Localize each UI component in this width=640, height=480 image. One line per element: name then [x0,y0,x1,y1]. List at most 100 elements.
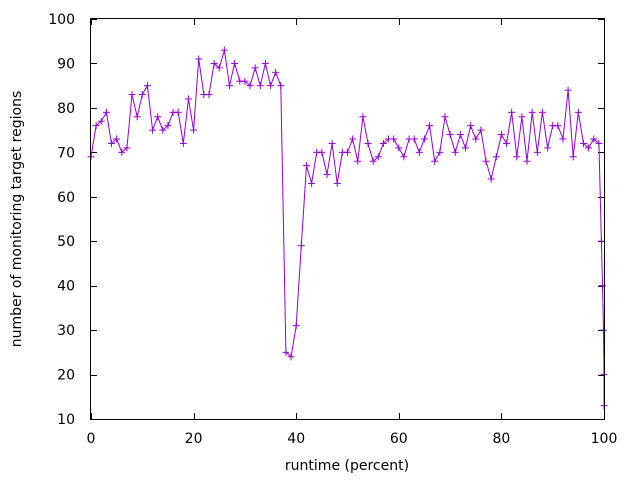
data-point-marker [138,91,146,99]
data-point-marker [205,91,213,99]
data-point-marker [554,122,562,130]
data-point-marker [420,135,428,143]
y-tick-label: 40 [57,279,75,295]
data-point-marker [97,117,105,125]
x-tick-label: 60 [390,431,408,447]
data-point-marker [538,108,546,116]
data-point-marker [487,175,495,183]
y-tick-label: 50 [57,234,75,250]
y-tick-label: 80 [57,101,75,117]
data-point-marker [564,86,572,94]
data-point-marker [318,148,326,156]
data-point-marker [292,322,300,330]
x-tick-label: 100 [591,431,618,447]
data-point-marker [400,153,408,161]
x-axis-label: runtime (percent) [285,458,409,474]
data-point-marker [590,135,598,143]
data-point-marker [477,126,485,134]
data-point-marker [431,157,439,165]
data-point-marker [195,55,203,63]
data-point-marker [241,77,249,85]
data-point-marker [108,139,116,147]
axis-ticks: 0 20 40 60 80 100 10 20 30 40 50 60 70 80 90 100 [48,12,617,447]
data-point-marker [143,82,151,90]
data-point-marker [154,113,162,121]
data-point-marker [210,59,218,67]
data-point-marker [415,148,423,156]
data-point-marker [456,131,464,139]
y-tick-label: 30 [57,323,75,339]
data-point-marker [149,126,157,134]
data-point-marker [226,82,234,90]
data-point-marker [426,122,434,130]
data-point-marker [190,126,198,134]
y-tick-label: 70 [57,145,75,161]
data-point-marker [246,82,254,90]
data-point-marker [395,144,403,152]
data-point-marker [446,131,454,139]
data-point-marker [261,59,269,67]
data-point-marker [508,108,516,116]
data-point-marker [467,122,475,130]
x-tick-label: 20 [185,431,203,447]
data-point-marker [333,179,341,187]
data-point-marker [569,153,577,161]
data-point-marker [533,148,541,156]
data-point-marker [272,68,280,76]
data-point-marker [102,108,110,116]
plot-frame [90,18,605,420]
data-point-marker [369,157,377,165]
data-point-marker [349,135,357,143]
data-point-marker [323,171,331,179]
data-point-marker [441,113,449,121]
data-point-marker [379,139,387,147]
data-point-marker [159,126,167,134]
data-point-marker [364,139,372,147]
data-point-marker [308,179,316,187]
data-point-marker [267,82,275,90]
data-point-marker [220,46,228,54]
data-point-marker [164,122,172,130]
data-point-marker [544,144,552,152]
data-point-marker [492,153,500,161]
data-point-marker [184,95,192,103]
data-point-marker [282,348,290,356]
data-point-marker [118,148,126,156]
data-point-marker [579,139,587,147]
x-tick-label: 40 [287,431,305,447]
y-tick-label: 100 [48,12,75,28]
y-tick-label: 60 [57,190,75,206]
data-point-marker [133,113,141,121]
data-point-marker [523,157,531,165]
data-point-marker [451,148,459,156]
data-point-marker [472,135,480,143]
data-point-marker [390,135,398,143]
data-point-marker [497,131,505,139]
data-point-marker [174,108,182,116]
data-point-marker [92,122,100,130]
data-point-marker [328,139,336,147]
data-point-marker [287,353,295,361]
data-point-marker [302,162,310,170]
data-point-marker [574,108,582,116]
data-point-marker [503,139,511,147]
data-point-marker [599,326,607,334]
data-point-marker [215,64,223,72]
data-point-marker [482,157,490,165]
data-point-marker [113,135,121,143]
data-point-marker [410,135,418,143]
data-point-marker [461,144,469,152]
y-tick-label: 90 [57,56,75,72]
data-point-marker [597,237,605,245]
y-axis-label: number of monitoring target regions [9,91,25,348]
data-point-marker [179,139,187,147]
data-point-marker [354,157,362,165]
data-point-marker [595,139,603,147]
data-point-marker [251,64,259,72]
data-point-marker [436,148,444,156]
x-tick-label: 0 [87,431,96,447]
data-point-marker [297,242,305,250]
data-point-marker [256,82,264,90]
data-point-marker [231,59,239,67]
